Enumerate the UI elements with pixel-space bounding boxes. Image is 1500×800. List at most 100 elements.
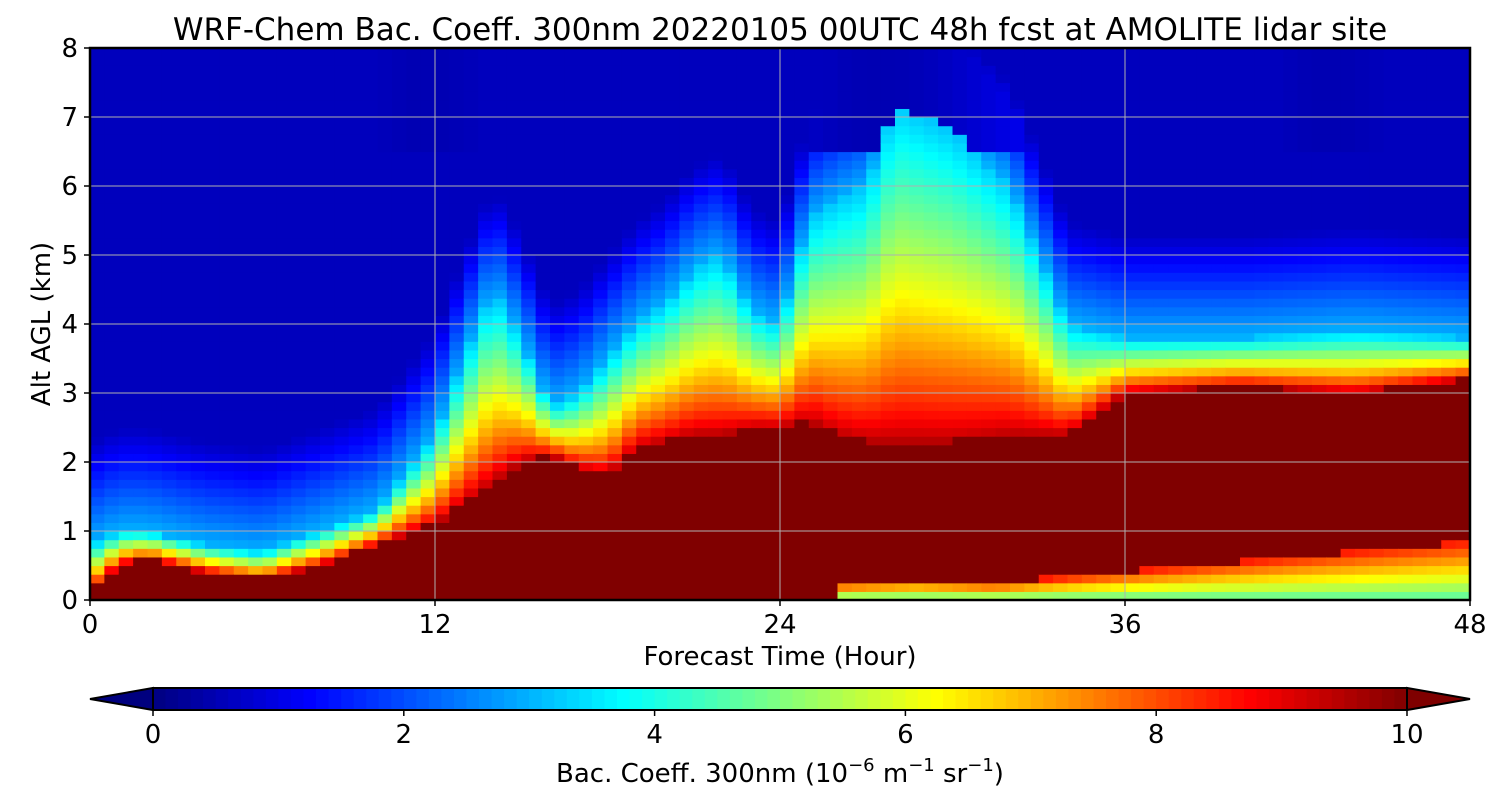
heatmap-cell (305, 341, 321, 351)
heatmap-cell (808, 462, 824, 472)
heatmap-cell (1038, 203, 1054, 213)
heatmap-cell (1067, 574, 1083, 584)
heatmap-cell (1153, 306, 1169, 316)
heatmap-cell (463, 194, 479, 204)
heatmap-cell (334, 272, 350, 282)
heatmap-cell (535, 565, 551, 575)
heatmap-cell (535, 384, 551, 394)
heatmap-cell (780, 272, 795, 282)
heatmap-cell (1053, 65, 1069, 75)
heatmap-cell (492, 151, 508, 161)
heatmap-cell (320, 289, 335, 299)
heatmap-cell (851, 444, 867, 454)
heatmap-cell (133, 341, 149, 351)
heatmap-cell (535, 194, 551, 204)
heatmap-cell (377, 505, 393, 515)
heatmap-cell (1010, 82, 1025, 92)
heatmap-cell (1153, 117, 1169, 127)
heatmap-cell (895, 479, 910, 489)
heatmap-cell (794, 522, 810, 532)
heatmap-cell (981, 487, 997, 498)
heatmap-cell (765, 134, 781, 144)
heatmap-cell (966, 125, 982, 135)
heatmap-cell (176, 56, 192, 66)
heatmap-cell (435, 410, 450, 420)
heatmap-cell (449, 384, 465, 394)
heatmap-cell (420, 436, 436, 446)
heatmap-cell (722, 591, 738, 600)
heatmap-cell (118, 427, 134, 437)
heatmap-cell (147, 470, 163, 480)
heatmap-cell (262, 375, 278, 385)
heatmap-cell (1182, 82, 1198, 92)
heatmap-cell (1096, 142, 1112, 153)
heatmap-cell (1067, 470, 1083, 480)
heatmap-cell (305, 505, 321, 515)
heatmap-cell (406, 505, 422, 515)
heatmap-cell (161, 384, 177, 394)
heatmap-cell (219, 186, 235, 196)
heatmap-cell (535, 401, 551, 411)
heatmap-cell (578, 513, 594, 523)
heatmap-cell (506, 125, 522, 135)
heatmap-cell (952, 401, 968, 411)
heatmap-cell (736, 306, 752, 316)
heatmap-cell (621, 65, 637, 75)
heatmap-cell (233, 168, 249, 178)
heatmap-cell (161, 556, 177, 567)
heatmap-cell (205, 298, 220, 308)
heatmap-cell (621, 418, 637, 429)
heatmap-cell (808, 401, 824, 411)
heatmap-cell (923, 496, 939, 506)
heatmap-cell (679, 341, 695, 351)
heatmap-cell (1096, 582, 1112, 592)
heatmap-cell (1096, 48, 1112, 58)
heatmap-cell (837, 349, 853, 360)
heatmap-cell (449, 263, 465, 273)
heatmap-cell (1182, 73, 1198, 84)
heatmap-cell (880, 91, 896, 101)
heatmap-cell (866, 513, 882, 523)
heatmap-cell (334, 522, 350, 532)
heatmap-cell (133, 211, 149, 222)
heatmap-cell (1096, 384, 1112, 394)
heatmap-cell (650, 194, 666, 204)
heatmap-cell (219, 341, 235, 351)
heatmap-cell (1067, 548, 1083, 558)
heatmap-cell (348, 427, 364, 437)
heatmap-cell (1153, 444, 1169, 454)
heatmap-cell (679, 574, 695, 584)
heatmap-cell (377, 203, 393, 213)
heatmap-cell (449, 298, 465, 308)
heatmap-cell (1024, 306, 1040, 316)
heatmap-cell (1125, 186, 1140, 196)
heatmap-cell (406, 487, 422, 498)
heatmap-cell (1125, 410, 1140, 420)
heatmap-cell (406, 246, 422, 256)
heatmap-cell (118, 453, 134, 463)
heatmap-cell (607, 246, 623, 256)
heatmap-cell (334, 513, 350, 523)
heatmap-cell (276, 91, 292, 101)
heatmap-cell (1096, 427, 1112, 437)
heatmap-cell (276, 453, 292, 463)
heatmap-cell (1139, 48, 1155, 58)
heatmap-cell (693, 574, 709, 584)
heatmap-cell (550, 272, 565, 282)
heatmap-cell (492, 298, 508, 308)
heatmap-cell (1038, 142, 1054, 153)
heatmap-cell (219, 73, 235, 84)
heatmap-cell (320, 280, 335, 291)
heatmap-cell (578, 479, 594, 489)
heatmap-cell (1010, 108, 1025, 118)
heatmap-cell (1067, 444, 1083, 454)
heatmap-cell (420, 522, 436, 532)
heatmap-cell (363, 194, 379, 204)
heatmap-cell (320, 82, 335, 92)
heatmap-cell (233, 444, 249, 454)
heatmap-cell (435, 280, 450, 291)
heatmap-cell (995, 151, 1011, 161)
heatmap-cell (607, 99, 623, 109)
heatmap-cell (780, 91, 795, 101)
heatmap-cell (176, 470, 192, 480)
